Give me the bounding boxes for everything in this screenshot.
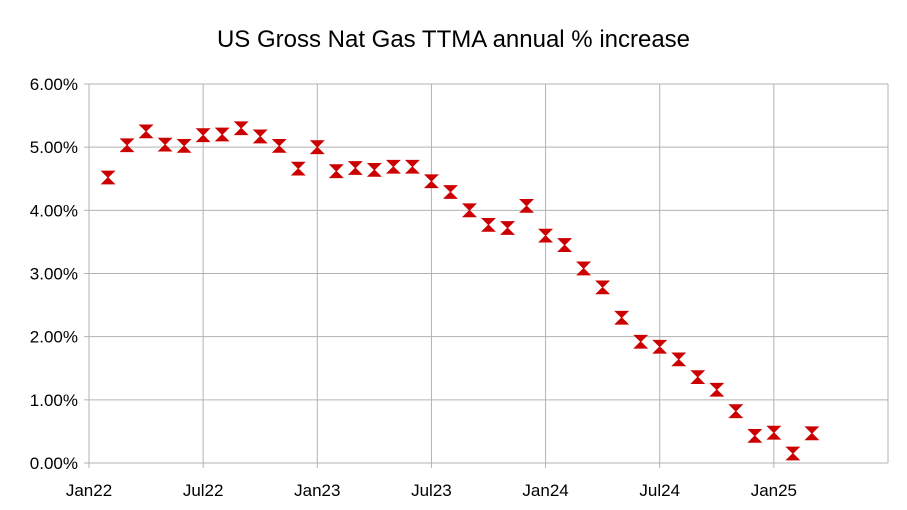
data-point (385, 159, 401, 174)
data-point (100, 170, 116, 185)
data-point (423, 174, 439, 189)
data-point (138, 124, 154, 139)
data-point (195, 128, 211, 143)
y-tick-label: 3.00% (30, 265, 78, 284)
x-tick-label: Jul23 (411, 481, 452, 500)
data-point (557, 238, 573, 252)
data-point (785, 446, 801, 461)
data-point (747, 428, 763, 443)
data-point (366, 163, 382, 177)
x-tick-label: Jan22 (66, 481, 112, 500)
data-point (347, 161, 363, 175)
data-point (214, 127, 230, 142)
data-point (462, 203, 477, 218)
data-point (633, 334, 649, 349)
data-point (766, 425, 782, 440)
data-point (690, 370, 706, 384)
data-point (442, 185, 458, 199)
data-point (404, 159, 420, 174)
data-point (252, 129, 268, 144)
data-point (176, 139, 192, 153)
data-point (595, 280, 611, 295)
x-tick-label: Jul22 (183, 481, 224, 500)
x-tick-label: Jul24 (639, 481, 680, 500)
data-point (576, 261, 592, 276)
data-point (709, 382, 725, 397)
data-point (271, 139, 287, 153)
data-point (290, 161, 306, 176)
data-point (309, 140, 325, 155)
y-tick-label: 1.00% (30, 391, 78, 410)
y-tick-label: 6.00% (30, 75, 78, 94)
data-point (671, 352, 687, 367)
data-point (804, 426, 820, 441)
x-tick-label: Jan25 (751, 481, 797, 500)
data-point (652, 339, 668, 354)
data-point (481, 217, 496, 232)
y-tick-label: 5.00% (30, 138, 78, 157)
y-tick-label: 2.00% (30, 328, 78, 347)
data-point (119, 138, 135, 153)
data-point (500, 221, 515, 235)
data-point (519, 199, 535, 213)
y-tick-label: 4.00% (30, 201, 78, 220)
data-point (614, 310, 630, 325)
data-point (538, 228, 554, 243)
data-point (328, 164, 344, 179)
x-tick-label: Jan24 (522, 481, 568, 500)
x-tick-label: Jan23 (294, 481, 340, 500)
chart-title: US Gross Nat Gas TTMA annual % increase (216, 26, 691, 53)
data-point (233, 121, 249, 136)
y-tick-label: 0.00% (30, 454, 78, 473)
data-point (728, 404, 744, 419)
data-point (157, 137, 173, 152)
